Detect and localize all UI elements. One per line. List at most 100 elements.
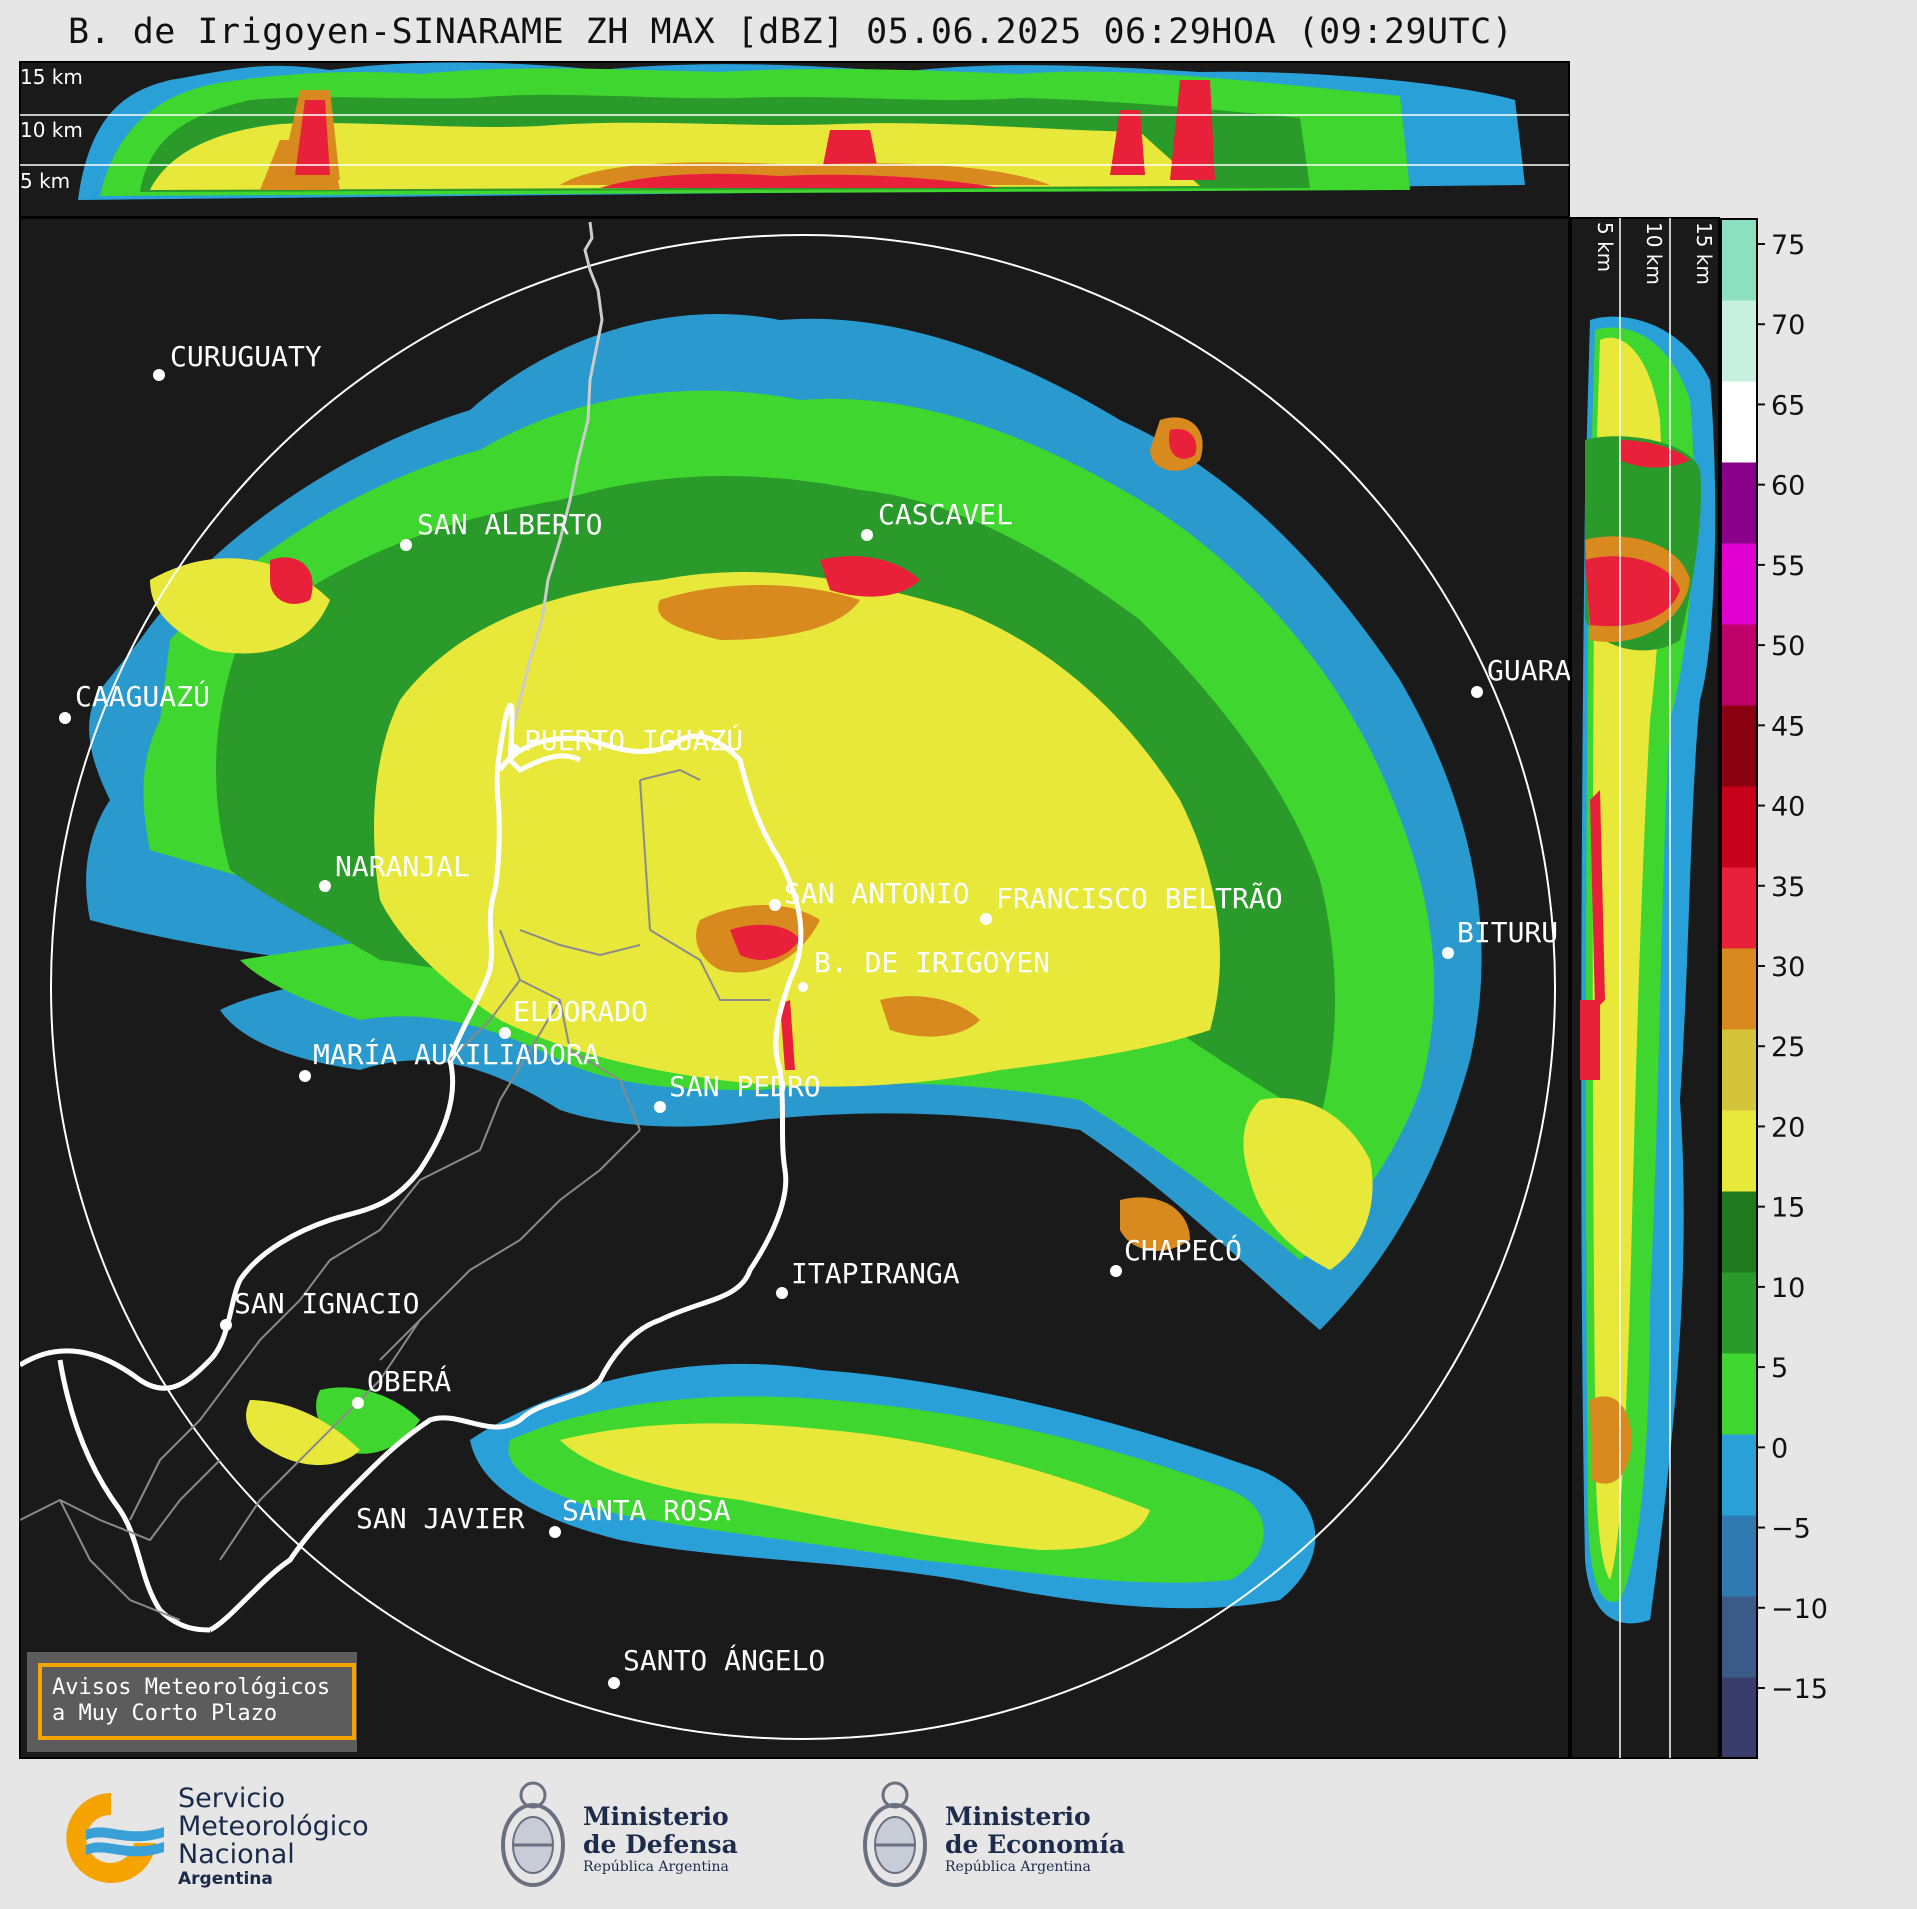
colorbar-band	[1721, 1353, 1757, 1435]
city-chapeco[interactable]: CHAPECÓ	[1110, 1233, 1242, 1277]
smn-name-line-4: Argentina	[178, 1869, 273, 1889]
city-santo-angelo[interactable]: SANTO ÁNGELO	[608, 1643, 825, 1689]
reflectivity-field	[86, 314, 1482, 1609]
svg-text:ELDORADO: ELDORADO	[513, 995, 648, 1028]
colorbar-tick-label: −10	[1771, 1594, 1828, 1625]
colorbar-band	[1721, 1434, 1757, 1516]
colorbar-band	[1721, 543, 1757, 625]
colorbar-band	[1721, 300, 1757, 382]
svg-text:CASCAVEL: CASCAVEL	[878, 498, 1013, 531]
warnings-notice[interactable]: Avisos Meteorológicos a Muy Corto Plazo	[27, 1652, 357, 1752]
svg-text:ITAPIRANGA: ITAPIRANGA	[791, 1257, 960, 1290]
city-cascavel[interactable]: CASCAVEL	[861, 498, 1013, 541]
city-obera[interactable]: OBERÁ	[352, 1364, 451, 1409]
colorbar-tick-label: 5	[1771, 1353, 1788, 1384]
colorbar-tick-label: 40	[1771, 792, 1805, 823]
colorbar-tick-label: 55	[1771, 551, 1805, 582]
colorbar-band	[1721, 1110, 1757, 1192]
smn-name-line-3: Nacional	[178, 1839, 295, 1870]
defensa-logo: Ministerio de Defensa República Argentin…	[495, 1775, 765, 1895]
colorbar-tick-label: 50	[1771, 631, 1805, 662]
city-santa-rosa[interactable]: SANTA ROSA	[549, 1494, 731, 1538]
svg-text:CHAPECÓ: CHAPECÓ	[1124, 1233, 1242, 1267]
colorbar-tick-label: 70	[1771, 310, 1805, 341]
svg-text:MARÍA AUXILIADORA: MARÍA AUXILIADORA	[313, 1037, 600, 1071]
side-altitude-label: 10 km	[1642, 222, 1666, 285]
coat-of-arms-icon	[501, 1781, 565, 1887]
colorbar-band	[1721, 1596, 1757, 1678]
city-san-javier[interactable]: SAN JAVIER	[356, 1502, 525, 1535]
city-naranjal[interactable]: NARANJAL	[319, 850, 470, 892]
top-profile-panel: 15 km 10 km 5 km	[19, 61, 1570, 218]
map-title: B. de Irigoyen-SINARAME ZH MAX [dBZ] 05.…	[68, 12, 1514, 52]
svg-text:SAN ANTONIO: SAN ANTONIO	[784, 877, 969, 910]
svg-text:NARANJAL: NARANJAL	[335, 850, 470, 883]
colorbar-tick-label: 15	[1771, 1193, 1805, 1224]
colorbar-band	[1721, 1191, 1757, 1273]
svg-text:SAN JAVIER: SAN JAVIER	[356, 1502, 525, 1535]
top-altitude-label: 5 km	[20, 169, 70, 193]
svg-text:PUERTO IGUAZÚ: PUERTO IGUAZÚ	[524, 723, 743, 757]
city-puerto-iguazu[interactable]: PUERTO IGUAZÚ	[508, 723, 743, 757]
colorbar-band	[1721, 1677, 1757, 1759]
city-bituru[interactable]: BITURU	[1442, 916, 1558, 959]
top-altitude-label: 10 km	[20, 118, 83, 142]
colorbar-band	[1721, 1029, 1757, 1111]
side-profile-echoes	[1580, 316, 1716, 1624]
notice-line-1: Avisos Meteorológicos	[52, 1675, 331, 1700]
city-itapiranga[interactable]: ITAPIRANGA	[776, 1257, 960, 1299]
city-san-ignacio[interactable]: SAN IGNACIO	[220, 1287, 419, 1331]
city-san-pedro[interactable]: SAN PEDRO	[654, 1070, 821, 1113]
top-profile-echoes	[78, 62, 1525, 200]
colorbar-band	[1721, 948, 1757, 1030]
borders	[20, 221, 804, 1633]
radar-map-panel: CURUGUATY SAN ALBERTO CASCAVEL CAAGUAZÚ …	[19, 217, 1571, 1759]
colorbar-band	[1721, 624, 1757, 706]
svg-text:OBERÁ: OBERÁ	[367, 1364, 451, 1398]
side-profile-panel: 5 km 10 km 15 km	[1570, 217, 1720, 1759]
smn-name-line-2: Meteorológico	[178, 1811, 369, 1842]
svg-text:SANTA ROSA: SANTA ROSA	[562, 1494, 731, 1527]
city-caaguazu[interactable]: CAAGUAZÚ	[59, 679, 210, 724]
svg-text:SAN IGNACIO: SAN IGNACIO	[234, 1287, 419, 1320]
colorbar-tick-label: 75	[1771, 230, 1805, 261]
top-altitude-label: 15 km	[20, 65, 83, 89]
colorbar-tick-label: 30	[1771, 952, 1805, 983]
city-maria-auxiliadora[interactable]: MARÍA AUXILIADORA	[299, 1037, 600, 1082]
colorbar-tick-label: 0	[1771, 1433, 1788, 1464]
svg-text:SAN ALBERTO: SAN ALBERTO	[417, 508, 602, 541]
range-ring	[50, 234, 1556, 1740]
colorbar-tick-label: 45	[1771, 711, 1805, 742]
city-curuguaty[interactable]: CURUGUATY	[153, 340, 322, 381]
city-francisco-beltrao[interactable]: FRANCISCO BELTRÃO	[980, 882, 1283, 925]
notice-line-2: a Muy Corto Plazo	[52, 1701, 278, 1726]
side-altitude-label: 5 km	[1593, 222, 1617, 272]
colorbar-band	[1721, 867, 1757, 949]
svg-text:CURUGUATY: CURUGUATY	[170, 340, 322, 373]
defensa-line-2: de Defensa	[583, 1830, 738, 1859]
defensa-line-1: Ministerio	[583, 1802, 729, 1831]
city-eldorado[interactable]: ELDORADO	[499, 995, 648, 1039]
svg-text:SANTO ÁNGELO: SANTO ÁNGELO	[623, 1643, 825, 1677]
city-san-antonio[interactable]: SAN ANTONIO	[769, 877, 969, 911]
colorbar-band	[1721, 786, 1757, 868]
smn-emblem-icon	[66, 1793, 164, 1883]
svg-text:CAAGUAZÚ: CAAGUAZÚ	[75, 679, 210, 713]
city-b-de-irigoyen[interactable]: B. DE IRIGOYEN	[798, 946, 1050, 992]
city-guara[interactable]: GUARA	[1471, 654, 1571, 698]
colorbar-band	[1721, 705, 1757, 787]
colorbar-band	[1721, 219, 1757, 301]
economia-line-1: Ministerio	[945, 1802, 1091, 1831]
city-san-alberto[interactable]: SAN ALBERTO	[400, 508, 602, 551]
colorbar-tick-label: 25	[1771, 1032, 1805, 1063]
economia-logo: Ministerio de Economía República Argenti…	[857, 1775, 1137, 1895]
colorbar-band	[1721, 462, 1757, 544]
city-markers: CURUGUATY SAN ALBERTO CASCAVEL CAAGUAZÚ …	[59, 340, 1571, 1689]
svg-text:B. DE IRIGOYEN: B. DE IRIGOYEN	[814, 946, 1050, 979]
svg-text:SAN PEDRO: SAN PEDRO	[669, 1070, 821, 1103]
defensa-line-3: República Argentina	[583, 1859, 729, 1875]
colorbar-tick-label: −15	[1771, 1674, 1828, 1705]
smn-name-line-1: Servicio	[178, 1783, 286, 1814]
